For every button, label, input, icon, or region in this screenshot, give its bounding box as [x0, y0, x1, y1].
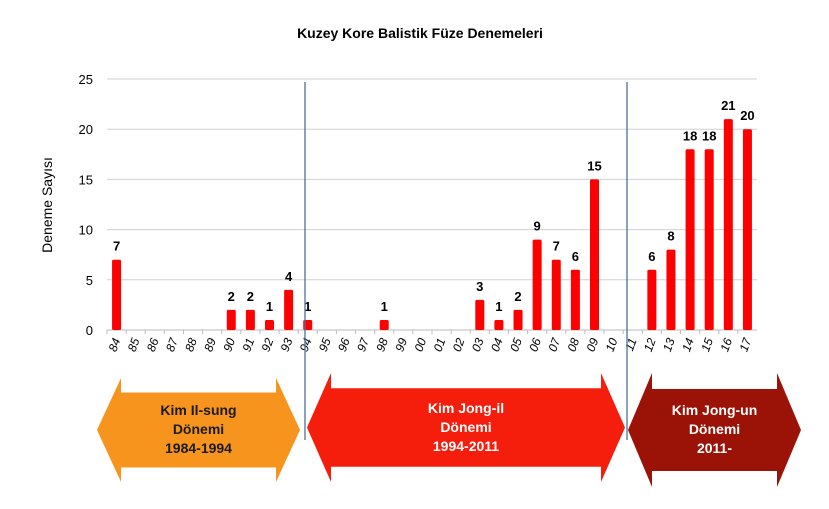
data-label: 21 — [721, 98, 735, 113]
x-tick-label: 02 — [450, 336, 468, 354]
y-tick-label: 10 — [79, 223, 93, 238]
x-tick-label: 85 — [125, 336, 143, 354]
x-tick-label: 86 — [144, 336, 162, 354]
x-tick-label: 89 — [201, 336, 219, 354]
bar — [723, 119, 733, 330]
y-tick-label: 15 — [79, 172, 93, 187]
bar — [590, 179, 599, 330]
x-tick-label: 99 — [392, 336, 410, 354]
x-tick-label: 97 — [354, 335, 372, 354]
x-tick-label: 17 — [737, 335, 755, 354]
era-arrow — [628, 373, 801, 487]
x-tick-label: 07 — [545, 335, 563, 354]
x-tick-label: 01 — [431, 336, 449, 353]
chart-title: Kuzey Kore Balistik Füze Denemeleri — [297, 25, 543, 41]
x-tick-label: 92 — [259, 336, 277, 354]
era-label: Kim Jong-un Dönemi 2011- — [671, 402, 758, 457]
bar — [475, 299, 485, 330]
x-tick-label: 13 — [660, 336, 678, 354]
bar — [265, 319, 274, 330]
data-label: 9 — [534, 219, 541, 234]
data-label: 2 — [228, 289, 235, 304]
x-tick-label: 87 — [163, 335, 181, 354]
era-label: Kim Jong-il Dönemi 1994-2011 — [427, 399, 505, 454]
x-tick-label: 95 — [316, 336, 334, 354]
x-tick-label: 15 — [698, 336, 716, 354]
data-label: 7 — [553, 239, 560, 254]
bar — [742, 129, 752, 330]
bar — [112, 259, 122, 330]
x-tick-label: 84 — [106, 336, 124, 354]
bar — [379, 319, 389, 330]
x-tick-label: 88 — [182, 336, 200, 354]
bar — [570, 269, 580, 330]
data-label: 15 — [587, 158, 601, 173]
bar — [532, 239, 542, 330]
bar — [551, 259, 561, 330]
data-label: 1 — [381, 299, 388, 314]
x-tick-label: 94 — [297, 336, 315, 354]
x-tick-label: 03 — [469, 336, 487, 354]
bar — [226, 309, 236, 330]
data-label: 2 — [514, 289, 521, 304]
data-label: 20 — [740, 108, 754, 123]
y-tick-label: 0 — [86, 323, 93, 338]
x-tick-label: 11 — [622, 336, 639, 353]
data-label: 18 — [702, 128, 716, 143]
data-label: 1 — [495, 299, 502, 314]
y-tick-label: 5 — [86, 273, 93, 288]
x-tick-label: 91 — [239, 336, 257, 353]
bar — [245, 309, 255, 330]
x-tick-label: 14 — [679, 336, 697, 354]
era-label: Kim Il-sung Dönemi 1984-1994 — [160, 402, 237, 457]
bar — [666, 249, 676, 330]
y-tick-label: 20 — [79, 122, 93, 137]
x-tick-label: 12 — [641, 336, 659, 354]
data-label: 1 — [266, 299, 273, 314]
bar — [284, 289, 294, 330]
data-label: 4 — [285, 269, 293, 284]
y-axis-label: Deneme Sayısı — [39, 157, 55, 253]
bar — [647, 269, 657, 330]
x-tick-label: 00 — [412, 336, 430, 354]
x-tick-label: 08 — [564, 336, 582, 354]
x-tick-label: 09 — [584, 336, 602, 354]
x-tick-label: 93 — [278, 336, 296, 354]
x-tick-label: 04 — [488, 336, 506, 354]
data-label: 6 — [572, 249, 579, 264]
era-arrow — [307, 373, 625, 482]
bar — [513, 309, 523, 330]
bar — [685, 149, 695, 330]
x-tick-label: 10 — [603, 336, 621, 354]
x-tick-label: 98 — [373, 336, 391, 354]
data-label: 3 — [476, 279, 483, 294]
data-label: 18 — [683, 128, 697, 143]
x-tick-label: 06 — [526, 336, 544, 354]
x-tick-label: 16 — [717, 336, 735, 354]
data-label: 1 — [304, 299, 311, 314]
bar — [494, 319, 504, 330]
data-label: 7 — [113, 239, 120, 254]
x-tick-label: 96 — [335, 336, 353, 354]
data-label: 8 — [667, 229, 674, 244]
x-tick-label: 90 — [220, 336, 238, 354]
data-label: 6 — [648, 249, 655, 264]
era-arrow — [97, 378, 300, 482]
data-label: 2 — [247, 289, 254, 304]
x-tick-label: 05 — [507, 336, 525, 354]
y-tick-label: 25 — [79, 72, 93, 87]
bar — [704, 149, 714, 330]
